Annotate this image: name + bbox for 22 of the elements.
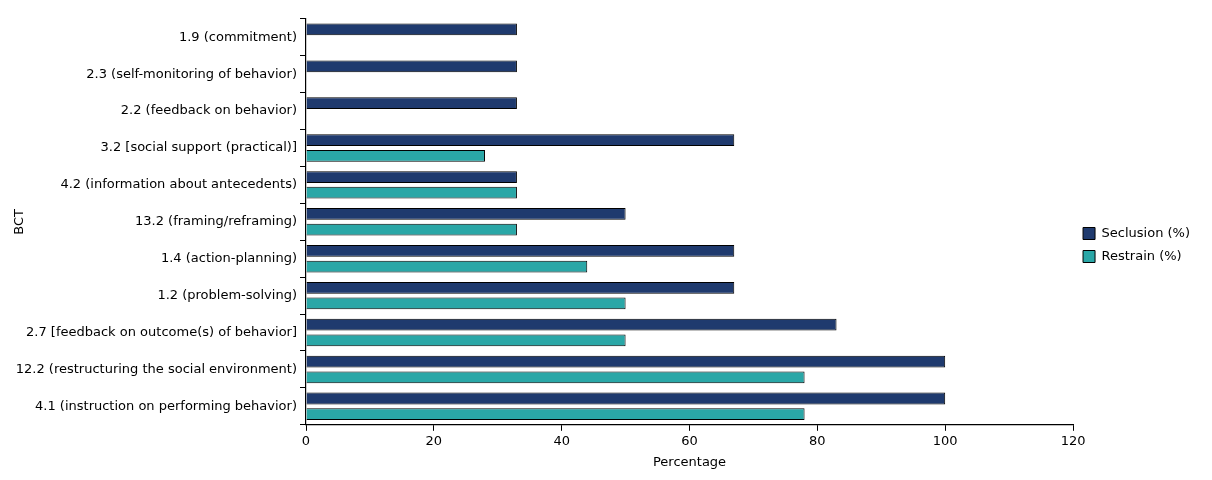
y-tick-label: 4.1 (instruction on performing behavior) [35, 397, 297, 413]
y-tick-label: 2.2 (feedback on behavior) [120, 102, 297, 118]
x-tick-label: 40 [553, 432, 570, 448]
x-tick-label: 100 [932, 432, 958, 448]
y-axis-title: BCT [11, 208, 27, 235]
y-tick-label: 1.4 (action-planning) [160, 250, 297, 266]
legend-label: Restrain (%) [1101, 247, 1182, 263]
x-tick-label: 60 [681, 432, 698, 448]
y-tick-label: 13.2 (framing/reframing) [135, 213, 297, 229]
y-tick-label: 3.2 [social support (practical)] [100, 139, 297, 155]
x-tick-label: 20 [425, 432, 443, 448]
legend-label: Seclusion (%) [1101, 224, 1191, 240]
x-tick-label: 80 [809, 432, 826, 448]
y-tick-label: 1.2 (problem-solving) [157, 286, 297, 302]
y-tick-label: 4.2 (information about antecedents) [60, 176, 297, 192]
x-tick-label: 120 [1060, 432, 1086, 448]
x-tick-label: 0 [301, 432, 311, 448]
y-tick-label: 2.7 [feedback on outcome(s) of behavior] [26, 323, 297, 339]
y-tick-label: 2.3 (self-monitoring of behavior) [86, 65, 297, 81]
y-tick-label: 1.9 (commitment) [178, 28, 297, 44]
x-axis-title: Percentage [652, 453, 727, 469]
y-tick-label: 12.2 (restructuring the social environment) [15, 360, 297, 376]
